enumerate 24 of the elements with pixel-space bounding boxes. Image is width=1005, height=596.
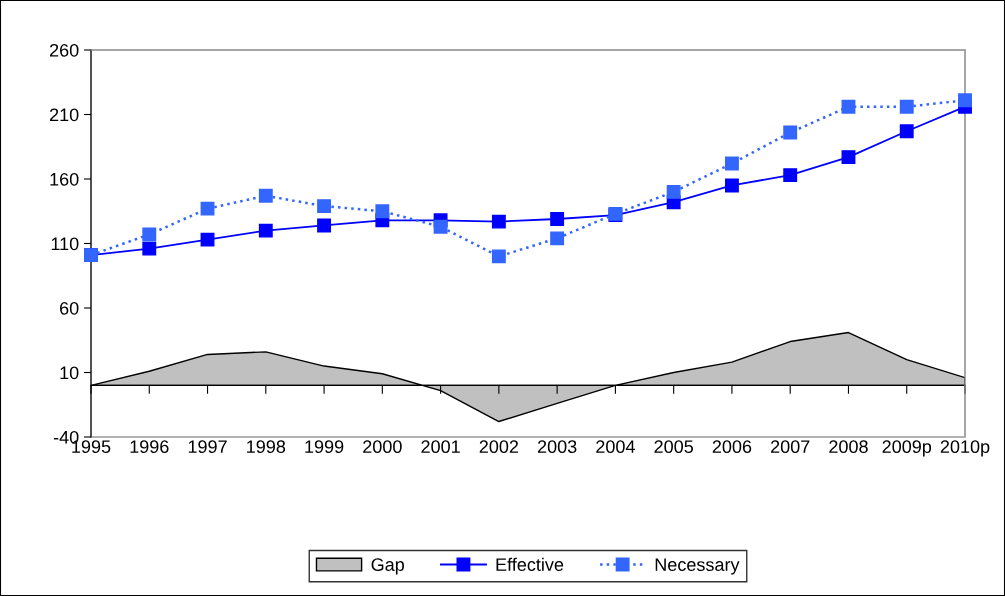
y-tick-label: 210 — [49, 108, 79, 122]
y-tick-label: 10 — [60, 366, 79, 380]
y-tick-label: 110 — [51, 237, 79, 251]
x-tick-label: 2001 — [421, 440, 460, 454]
x-tick-label: 2005 — [654, 440, 693, 454]
x-tick-label: 2009p — [882, 440, 932, 457]
y-tick-label: 60 — [60, 301, 79, 315]
legend-label: Necessary — [655, 558, 740, 575]
x-tick-label: 2006 — [712, 440, 752, 454]
x-tick-label: 2000 — [363, 440, 402, 454]
x-tick-label: 1997 — [188, 440, 227, 454]
legend-label: Gap — [371, 558, 405, 575]
x-tick-label: 2010p — [940, 440, 990, 457]
x-tick-label: 2004 — [596, 440, 635, 454]
y-tick-label: 160 — [50, 172, 79, 186]
x-tick-label: 2003 — [537, 440, 577, 454]
x-tick-label: 1998 — [247, 440, 286, 454]
y-tick-label: 260 — [49, 43, 79, 57]
x-tick-label: 2007 — [771, 440, 810, 454]
x-tick-label: 2002 — [479, 440, 519, 454]
legend-label: Effective — [496, 557, 564, 571]
x-tick-label: 1999 — [305, 440, 344, 454]
x-tick-label: 1996 — [130, 440, 169, 454]
x-tick-label: 2008 — [829, 440, 868, 454]
